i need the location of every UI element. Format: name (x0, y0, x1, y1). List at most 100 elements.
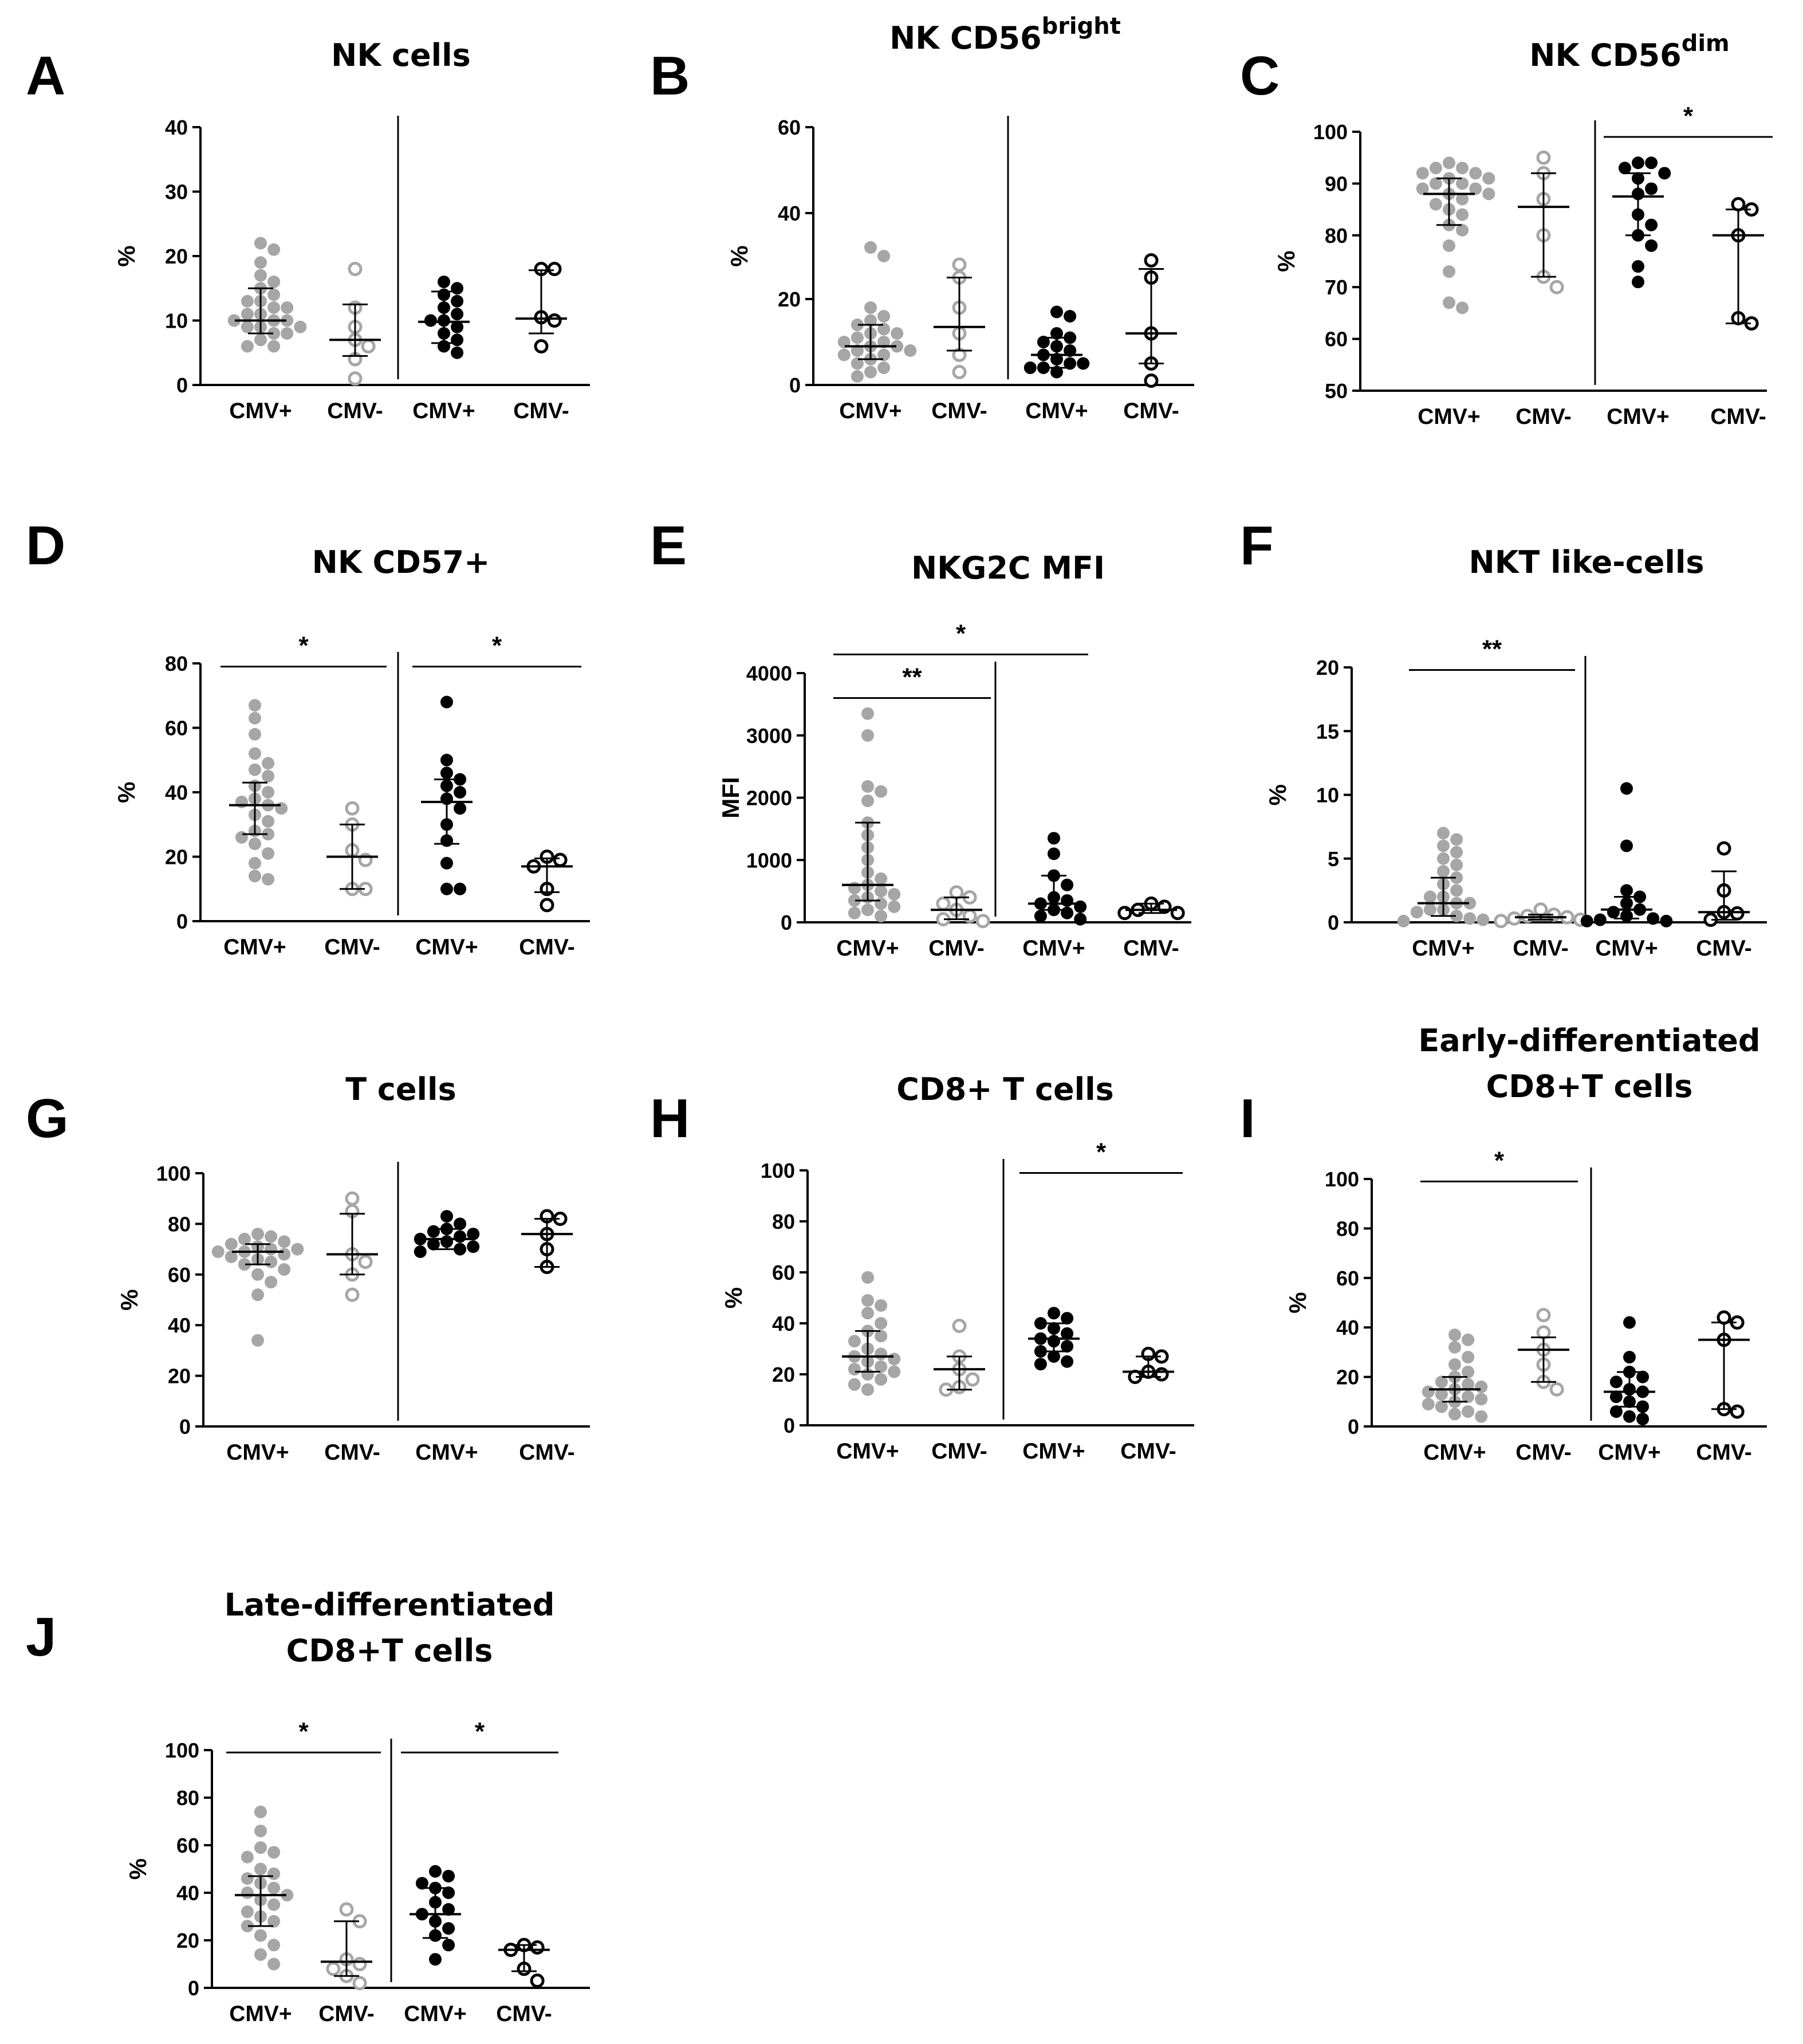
data-point (877, 361, 891, 374)
data-point (1482, 187, 1495, 201)
data-point (427, 1237, 440, 1251)
x-category-label: CMV- (931, 1439, 987, 1464)
data-point (875, 872, 888, 885)
y-tick-label: 10 (165, 309, 188, 333)
data-point (267, 340, 281, 353)
y-tick-label: 60 (778, 116, 801, 139)
significance-label: ** (1482, 635, 1502, 663)
data-point (1061, 1327, 1074, 1340)
data-point (1475, 1393, 1488, 1406)
data-point (1456, 192, 1469, 206)
data-point (241, 294, 254, 308)
data-point (1730, 906, 1745, 921)
data-point (1645, 218, 1658, 231)
panel-letter-e: E (650, 515, 687, 576)
chart-title-main: NK cells (331, 37, 471, 73)
data-point (1632, 276, 1644, 289)
data-point (251, 1334, 264, 1347)
data-point (267, 327, 281, 340)
data-point (1482, 172, 1495, 185)
data-point (1549, 1382, 1564, 1397)
data-point (451, 294, 464, 308)
chart-title-line2: CD8+T cells (286, 1633, 493, 1669)
panel-letter-h: H (650, 1088, 690, 1149)
series-2 (410, 1865, 461, 1966)
data-point (281, 1889, 294, 1902)
y-tick-label: 60 (176, 1834, 199, 1857)
series-2 (414, 1210, 480, 1259)
series-2 (1612, 156, 1671, 289)
data-point (254, 237, 267, 250)
data-point (1450, 846, 1463, 859)
y-axis-label: % (1264, 784, 1291, 805)
y-tick-label: 80 (1336, 1217, 1359, 1240)
data-point (440, 695, 453, 709)
data-point (1437, 839, 1450, 852)
data-point (1475, 1380, 1488, 1393)
data-point (861, 1294, 874, 1307)
data-point (348, 371, 363, 386)
data-point (262, 847, 275, 860)
y-tick-label: 0 (188, 1976, 199, 2000)
data-point (1609, 1405, 1623, 1418)
data-point (254, 333, 267, 347)
y-tick-label: 20 (772, 1363, 795, 1386)
data-point (424, 314, 437, 327)
data-point (1462, 1390, 1475, 1404)
data-point (848, 894, 861, 907)
data-point (238, 1232, 251, 1245)
data-point (281, 327, 294, 340)
data-point (267, 1867, 281, 1880)
data-point (1645, 182, 1658, 195)
series-1 (934, 257, 985, 379)
data-point (1477, 913, 1490, 926)
data-point (1647, 912, 1660, 925)
data-point (875, 1299, 888, 1312)
data-point (875, 897, 888, 910)
series-3 (1117, 896, 1185, 921)
x-category-label: CMV+ (1418, 404, 1480, 429)
y-tick-label: 0 (176, 374, 188, 397)
significance-label: * (1494, 1146, 1505, 1174)
data-point (267, 288, 281, 301)
data-point (1061, 906, 1074, 919)
panel-letter-f: F (1240, 515, 1274, 576)
data-point (1422, 1398, 1435, 1411)
x-category-label: CMV- (513, 399, 569, 423)
panel-letter-g: G (26, 1088, 69, 1149)
chart-title: NK cells (331, 37, 471, 73)
x-category-label: CMV- (931, 399, 987, 423)
data-point (1463, 912, 1477, 925)
chart-title: Late-differentiated (225, 1587, 555, 1623)
data-point (254, 1825, 267, 1838)
series-2 (1028, 1307, 1080, 1371)
data-point (936, 896, 951, 911)
data-point (451, 282, 464, 295)
data-point (249, 838, 261, 850)
data-point (241, 308, 254, 321)
series-0 (842, 1271, 901, 1396)
data-point (547, 313, 562, 328)
panel-a: A NK cells 0 10 20 30 40% CMV+ CMV- CMV+ CMV- (26, 37, 590, 423)
data-point (1435, 1375, 1448, 1389)
significance-label: * (1683, 102, 1694, 130)
panel-b: B NK CD56bright 0 20 40 60% CMV+ CMV- CMV+ CMV- (650, 13, 1194, 423)
data-point (1077, 357, 1090, 370)
data-point (265, 1255, 278, 1268)
panel-letter-d: D (26, 515, 65, 576)
data-point (530, 1974, 545, 1988)
y-tick-label: 40 (168, 1314, 191, 1337)
data-point (888, 900, 901, 913)
panel-letter-i: I (1240, 1088, 1255, 1149)
y-tick-label: 5 (1328, 847, 1339, 871)
data-point (249, 870, 261, 883)
data-point (952, 257, 967, 272)
data-point (345, 1191, 360, 1206)
data-point (875, 1373, 888, 1386)
data-point (875, 1347, 888, 1361)
data-point (454, 786, 467, 799)
data-point (345, 1287, 360, 1302)
data-point (225, 1237, 238, 1251)
data-point (877, 348, 891, 361)
y-tick-label: 0 (1348, 1415, 1359, 1438)
